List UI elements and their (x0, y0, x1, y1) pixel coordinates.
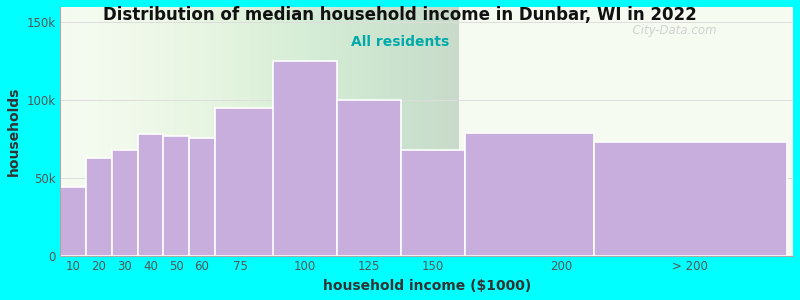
Bar (163, 136, 189, 256)
Y-axis label: households: households (7, 87, 21, 176)
Bar (86, 158, 112, 256)
Text: Distribution of median household income in Dunbar, WI in 2022: Distribution of median household income … (103, 6, 697, 24)
Bar (466, 133, 594, 256)
Bar (337, 100, 401, 256)
Text: All residents: All residents (351, 34, 449, 49)
Bar (112, 150, 138, 256)
Bar (273, 61, 337, 256)
Bar (189, 137, 214, 256)
Text: City-Data.com: City-Data.com (625, 24, 716, 38)
Bar (214, 108, 279, 256)
Bar (61, 187, 86, 256)
Bar (401, 150, 466, 256)
X-axis label: household income ($1000): household income ($1000) (322, 279, 531, 293)
Bar (594, 142, 786, 256)
Bar (138, 134, 163, 256)
